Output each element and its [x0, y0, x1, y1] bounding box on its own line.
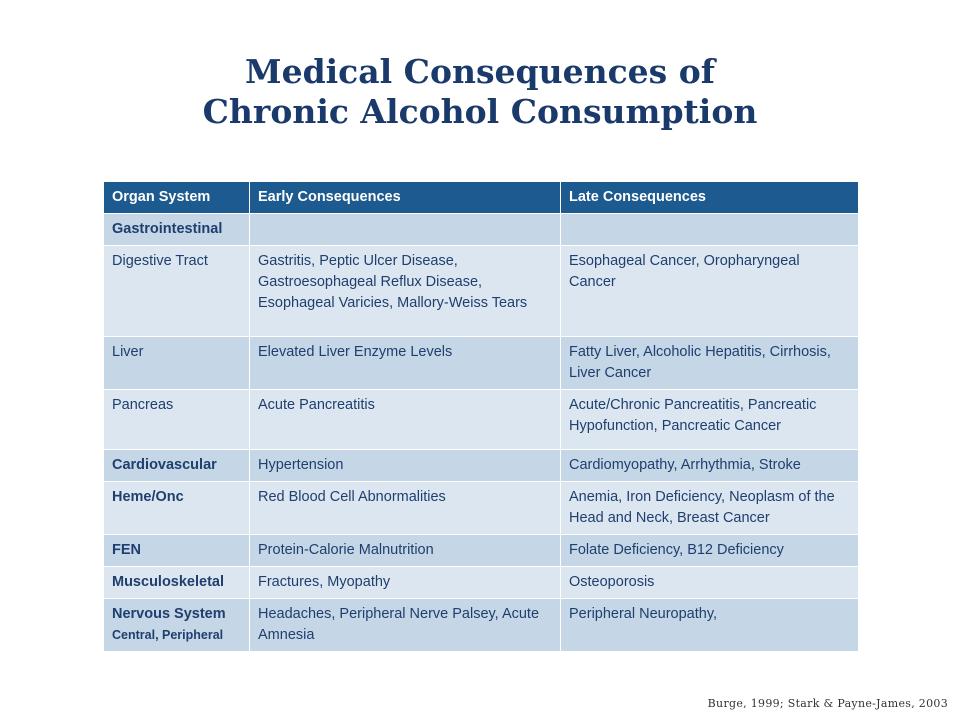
page-title: Medical Consequences of Chronic Alcohol … — [0, 52, 960, 132]
table-row: Heme/Onc Red Blood Cell Abnormalities An… — [103, 481, 859, 535]
table-row: Musculoskeletal Fractures, Myopathy Oste… — [103, 566, 859, 599]
organ-cell: Gastrointestinal — [103, 213, 250, 246]
late-cell: Acute/Chronic Pancreatitis, Pancreatic H… — [560, 389, 859, 450]
organ-label: Nervous System — [112, 606, 226, 622]
late-cell — [560, 213, 859, 246]
citation: Burge, 1999; Stark & Payne-James, 2003 — [707, 697, 948, 710]
organ-cell: Musculoskeletal — [103, 566, 250, 599]
early-cell: Headaches, Peripheral Nerve Palsey, Acut… — [249, 598, 561, 652]
late-cell: Folate Deficiency, B12 Deficiency — [560, 534, 859, 567]
late-cell: Anemia, Iron Deficiency, Neoplasm of the… — [560, 481, 859, 535]
early-cell: Elevated Liver Enzyme Levels — [249, 336, 561, 390]
early-cell: Fractures, Myopathy — [249, 566, 561, 599]
late-cell: Cardiomyopathy, Arrhythmia, Stroke — [560, 449, 859, 482]
organ-cell: Nervous System Central, Peripheral — [103, 598, 250, 652]
consequences-table: Organ System Early Consequences Late Con… — [103, 181, 859, 652]
late-cell: Osteoporosis — [560, 566, 859, 599]
early-cell: Hypertension — [249, 449, 561, 482]
title-line-1: Medical Consequences of — [245, 52, 715, 91]
organ-cell: FEN — [103, 534, 250, 567]
early-cell: Acute Pancreatitis — [249, 389, 561, 450]
organ-cell: Heme/Onc — [103, 481, 250, 535]
table-row: FEN Protein-Calorie Malnutrition Folate … — [103, 534, 859, 567]
early-cell — [249, 213, 561, 246]
late-cell: Esophageal Cancer, Oropharyngeal Cancer — [560, 245, 859, 337]
early-cell: Gastritis, Peptic Ulcer Disease, Gastroe… — [249, 245, 561, 337]
table-row: Gastrointestinal — [103, 213, 859, 246]
header-organ-system: Organ System — [103, 181, 250, 214]
table-row: Nervous System Central, Peripheral Heada… — [103, 598, 859, 652]
early-cell: Red Blood Cell Abnormalities — [249, 481, 561, 535]
header-late-consequences: Late Consequences — [560, 181, 859, 214]
organ-cell: Cardiovascular — [103, 449, 250, 482]
organ-cell: Digestive Tract — [103, 245, 250, 337]
header-early-consequences: Early Consequences — [249, 181, 561, 214]
organ-cell: Liver — [103, 336, 250, 390]
table-header-row: Organ System Early Consequences Late Con… — [103, 181, 859, 214]
table-row: Pancreas Acute Pancreatitis Acute/Chroni… — [103, 389, 859, 450]
title-line-2: Chronic Alcohol Consumption — [202, 92, 758, 131]
early-cell: Protein-Calorie Malnutrition — [249, 534, 561, 567]
table-row: Digestive Tract Gastritis, Peptic Ulcer … — [103, 245, 859, 337]
organ-subtitle: Central, Peripheral — [112, 628, 224, 642]
table-row: Cardiovascular Hypertension Cardiomyopat… — [103, 449, 859, 482]
organ-cell: Pancreas — [103, 389, 250, 450]
late-cell: Peripheral Neuropathy, — [560, 598, 859, 652]
late-cell: Fatty Liver, Alcoholic Hepatitis, Cirrho… — [560, 336, 859, 390]
table-row: Liver Elevated Liver Enzyme Levels Fatty… — [103, 336, 859, 390]
